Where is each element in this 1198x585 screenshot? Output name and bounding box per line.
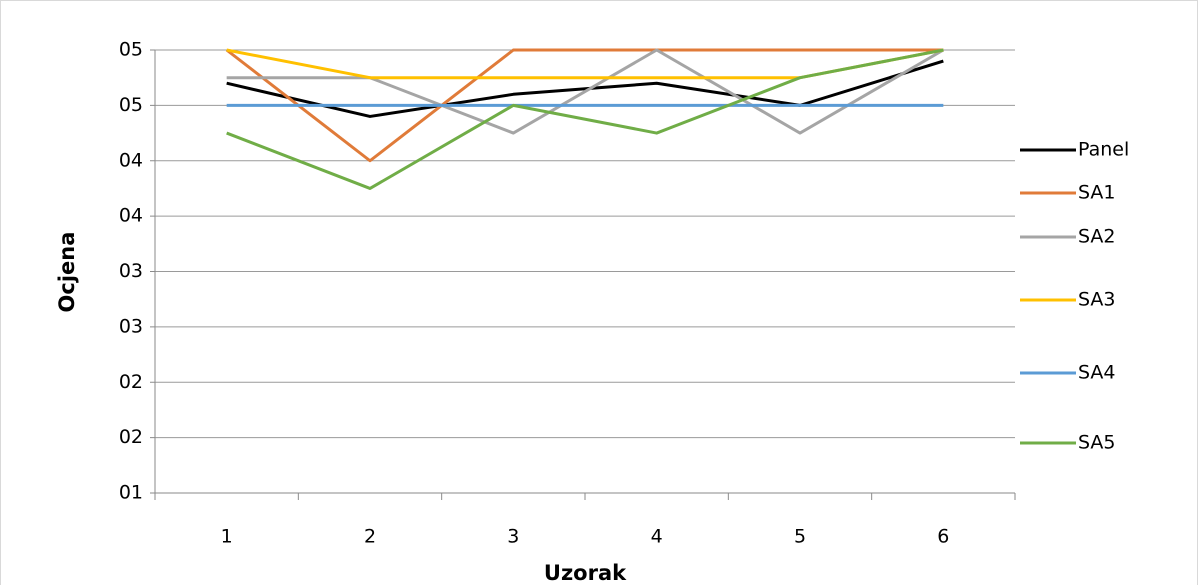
y-tick-label: 03 xyxy=(119,315,143,337)
legend-label: SA1 xyxy=(1078,182,1116,204)
y-tick-label: 04 xyxy=(119,149,143,171)
x-tick-label: 5 xyxy=(794,526,806,548)
x-axis-title: Uzorak xyxy=(544,561,627,585)
y-tick-label: 05 xyxy=(119,39,143,61)
x-tick-label: 4 xyxy=(651,526,663,548)
legend-label: SA4 xyxy=(1078,362,1116,384)
legend-label: SA2 xyxy=(1078,226,1116,248)
y-tick-label: 02 xyxy=(119,426,143,448)
y-tick-label: 05 xyxy=(119,94,143,116)
y-axis-title: Ocjena xyxy=(55,232,79,313)
x-tick-label: 2 xyxy=(364,526,376,548)
legend-label: Panel xyxy=(1078,139,1129,161)
y-tick-label: 02 xyxy=(119,371,143,393)
x-tick-label: 1 xyxy=(221,526,233,548)
y-tick-label: 03 xyxy=(119,260,143,282)
series-line xyxy=(226,48,945,135)
series-line xyxy=(225,48,944,163)
series-line xyxy=(226,59,944,118)
y-tick-label: 01 xyxy=(119,482,143,504)
legend-label: SA3 xyxy=(1078,289,1116,311)
y-tick-label: 04 xyxy=(119,205,143,227)
legend-label: SA5 xyxy=(1078,432,1116,454)
x-tick-label: 6 xyxy=(937,526,949,548)
x-tick-label: 3 xyxy=(507,526,519,548)
series-line xyxy=(226,48,944,190)
series-line xyxy=(226,48,944,80)
